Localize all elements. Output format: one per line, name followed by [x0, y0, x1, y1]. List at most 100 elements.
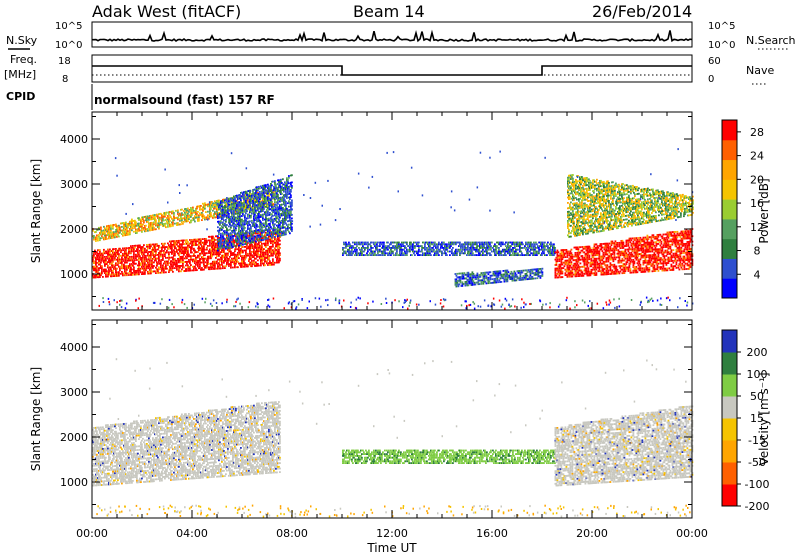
- data-cell: [107, 228, 109, 231]
- data-cell: [141, 216, 143, 219]
- data-cell: [429, 252, 431, 255]
- data-cell: [94, 276, 96, 279]
- data-cell: [217, 202, 219, 205]
- data-cell: [101, 229, 103, 232]
- data-cell: [244, 258, 246, 261]
- data-cell: [235, 238, 237, 240]
- data-cell: [217, 253, 219, 256]
- data-cell: [219, 258, 221, 261]
- data-cell: [244, 198, 246, 200]
- data-cell: [169, 269, 171, 272]
- data-cell: [354, 254, 356, 256]
- data-cell: [268, 217, 270, 220]
- data-cell: [248, 213, 250, 216]
- data-cell: [187, 241, 189, 243]
- data-cell: [195, 238, 197, 241]
- data-cell: [110, 229, 112, 232]
- data-cell: [208, 252, 210, 254]
- data-cell: [247, 252, 249, 255]
- data-cell: [237, 251, 239, 254]
- data-cell: [245, 196, 247, 198]
- data-cell: [114, 236, 116, 239]
- data-cell: [105, 274, 107, 276]
- data-cell: [176, 259, 178, 262]
- data-cell: [224, 233, 226, 236]
- data-cell: [265, 236, 267, 239]
- data-cell: [227, 254, 229, 257]
- data-cell: [254, 254, 256, 256]
- data-cell: [150, 222, 152, 224]
- data-cell: [202, 217, 204, 219]
- data-cell: [242, 207, 244, 210]
- data-cell: [196, 214, 198, 217]
- data-cell: [174, 251, 176, 253]
- data-cell: [257, 252, 259, 254]
- data-cell: [109, 262, 111, 265]
- data-cell: [229, 210, 231, 212]
- data-cell: [255, 252, 257, 255]
- data-cell: [97, 254, 99, 257]
- data-cell: [218, 244, 220, 246]
- data-cell: [379, 243, 381, 246]
- data-cell: [96, 274, 98, 277]
- data-cell: [276, 249, 278, 251]
- data-cell: [193, 258, 195, 261]
- data-cell: [113, 275, 115, 277]
- data-cell: [403, 254, 405, 256]
- data-cell: [278, 238, 280, 240]
- data-cell: [272, 260, 274, 262]
- data-cell: [122, 234, 124, 237]
- data-cell: [213, 251, 215, 254]
- data-cell: [252, 263, 254, 266]
- data-cell: [199, 249, 201, 251]
- data-cell: [155, 254, 157, 256]
- data-cell: [193, 247, 195, 250]
- data-cell: [111, 266, 113, 269]
- data-cell: [271, 236, 273, 239]
- data-cell: [462, 247, 464, 249]
- data-cell: [231, 204, 233, 207]
- data-cell: [136, 232, 138, 234]
- data-cell: [191, 239, 193, 241]
- data-cell: [118, 271, 120, 273]
- data-cell: [124, 223, 126, 226]
- data-cell: [198, 243, 200, 246]
- data-cell: [215, 242, 217, 245]
- data-cell: [241, 246, 243, 248]
- data-cell: [404, 250, 406, 253]
- data-cell: [113, 253, 115, 256]
- data-cell: [166, 249, 168, 252]
- data-cell: [418, 245, 420, 247]
- data-cell: [233, 213, 235, 216]
- data-cell: [243, 200, 245, 202]
- data-cell: [289, 192, 291, 195]
- data-cell: [150, 250, 152, 253]
- data-cell: [188, 218, 190, 220]
- data-cell: [197, 261, 199, 264]
- data-cell: [222, 254, 224, 257]
- data-cell: [262, 201, 264, 204]
- data-cell: [243, 260, 245, 263]
- data-cell: [251, 232, 253, 235]
- data-cell: [535, 241, 537, 244]
- data-cell: [257, 250, 259, 253]
- data-cell: [452, 247, 454, 249]
- data-cell: [232, 202, 234, 205]
- data-cell: [402, 252, 404, 255]
- data-cell: [186, 246, 188, 249]
- data-cell: [249, 206, 251, 208]
- data-cell: [138, 264, 140, 267]
- data-cell: [201, 213, 203, 216]
- data-cell: [225, 258, 227, 260]
- data-cell: [277, 245, 279, 248]
- data-cell: [105, 261, 107, 264]
- data-cell: [271, 213, 273, 216]
- data-cell: [263, 200, 265, 203]
- data-cell: [253, 215, 255, 218]
- data-cell: [261, 253, 263, 256]
- data-cell: [234, 204, 236, 206]
- data-cell: [254, 194, 256, 196]
- data-cell: [274, 199, 276, 202]
- data-cell: [200, 240, 202, 242]
- data-cell: [250, 232, 252, 235]
